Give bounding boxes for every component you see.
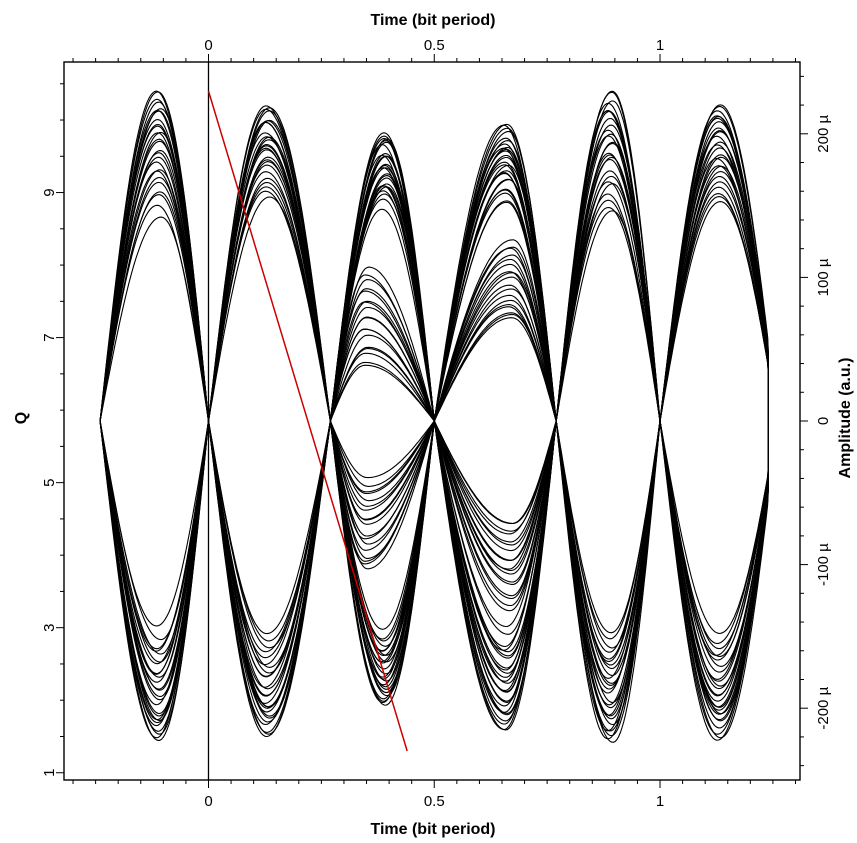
y-tick-label-left: 7 <box>41 333 58 341</box>
upper-lobe-trace <box>207 107 331 422</box>
q-line <box>207 90 408 752</box>
middle-eye-trace <box>329 420 435 487</box>
middle-eye-trace <box>433 284 557 422</box>
upper-lobe-trace <box>329 135 435 422</box>
eye-traces <box>99 90 769 743</box>
y-axis-title-left: Q <box>13 412 30 424</box>
middle-eye-trace <box>329 316 435 422</box>
y-tick-label-right: -100 µ <box>815 543 832 586</box>
x-tick-label-top: 0.5 <box>424 37 445 54</box>
upper-lobe-trace <box>659 106 769 422</box>
y-tick-label-right: 200 µ <box>815 115 832 153</box>
x-tick-label-bottom: 1 <box>656 793 664 810</box>
upper-lobe-trace <box>555 206 661 422</box>
middle-eye-trace <box>433 420 557 552</box>
upper-lobe-trace <box>207 108 331 422</box>
y-tick-label-right: -200 µ <box>815 686 832 729</box>
middle-eye-trace <box>433 246 557 422</box>
middle-eye-trace <box>329 266 435 422</box>
middle-eye-trace <box>433 420 557 612</box>
middle-eye-trace <box>433 420 557 525</box>
upper-lobe-trace <box>433 123 557 422</box>
middle-eye-trace <box>329 346 435 422</box>
lower-lobe-trace <box>99 420 210 641</box>
y-axis-title-right: Amplitude (a.u.) <box>837 358 854 479</box>
middle-eye-trace <box>329 420 435 540</box>
middle-eye-trace <box>329 328 435 422</box>
middle-eye-trace <box>329 364 435 422</box>
upper-lobe-trace <box>433 124 557 422</box>
y-tick-label-right: 100 µ <box>815 258 832 296</box>
upper-lobe-trace <box>99 91 210 422</box>
middle-eye-trace <box>329 288 435 422</box>
lower-lobe-trace <box>555 420 661 743</box>
middle-eye-trace <box>329 420 435 479</box>
axis-ticks <box>56 54 808 788</box>
middle-eye-trace <box>329 420 435 565</box>
middle-eye-trace <box>329 420 435 495</box>
middle-eye-trace <box>433 239 557 422</box>
y-tick-label-left: 1 <box>41 769 58 777</box>
x-tick-label-bottom: 0 <box>204 793 212 810</box>
middle-eye-trace <box>329 420 435 502</box>
middle-eye-trace <box>433 420 557 546</box>
x-axis-title-bottom: Time (bit period) <box>370 821 495 838</box>
upper-lobe-trace <box>555 90 661 422</box>
y-tick-label-right: 0 <box>815 417 832 425</box>
lower-lobe-trace <box>329 420 435 704</box>
y-tick-label-left: 9 <box>41 188 58 196</box>
middle-eye-trace <box>433 263 557 422</box>
q-series <box>207 90 408 752</box>
middle-eye-trace <box>329 300 435 422</box>
x-tick-label-bottom: 0.5 <box>424 793 445 810</box>
middle-eye-trace <box>433 420 557 535</box>
middle-eye-trace <box>329 301 435 422</box>
lower-lobe-trace <box>207 420 331 666</box>
x-tick-label-top: 1 <box>656 37 664 54</box>
lower-lobe-trace <box>207 420 331 738</box>
y-tick-label-left: 5 <box>41 478 58 486</box>
middle-eye-trace <box>329 420 435 525</box>
lower-lobe-trace <box>659 420 769 739</box>
y-tick-label-left: 3 <box>41 624 58 632</box>
x-axis-title-top: Time (bit period) <box>370 12 495 29</box>
lower-lobe-trace <box>659 420 769 741</box>
lower-lobe-trace <box>99 420 210 741</box>
middle-eye-trace <box>329 361 435 422</box>
middle-eye-trace <box>433 271 557 422</box>
lower-lobe-trace <box>433 420 557 731</box>
x-tick-label-top: 0 <box>204 37 212 54</box>
middle-eye-trace <box>329 420 435 570</box>
middle-eye-trace <box>329 274 435 422</box>
middle-eye-trace <box>433 420 557 575</box>
tick-labels: 0 0.5 1 0 0.5 1 1 3 5 7 9 -200 µ -100 µ 0 100 µ 200 µ <box>41 37 832 810</box>
middle-eye-trace <box>433 420 557 585</box>
middle-eye-trace <box>329 420 435 511</box>
